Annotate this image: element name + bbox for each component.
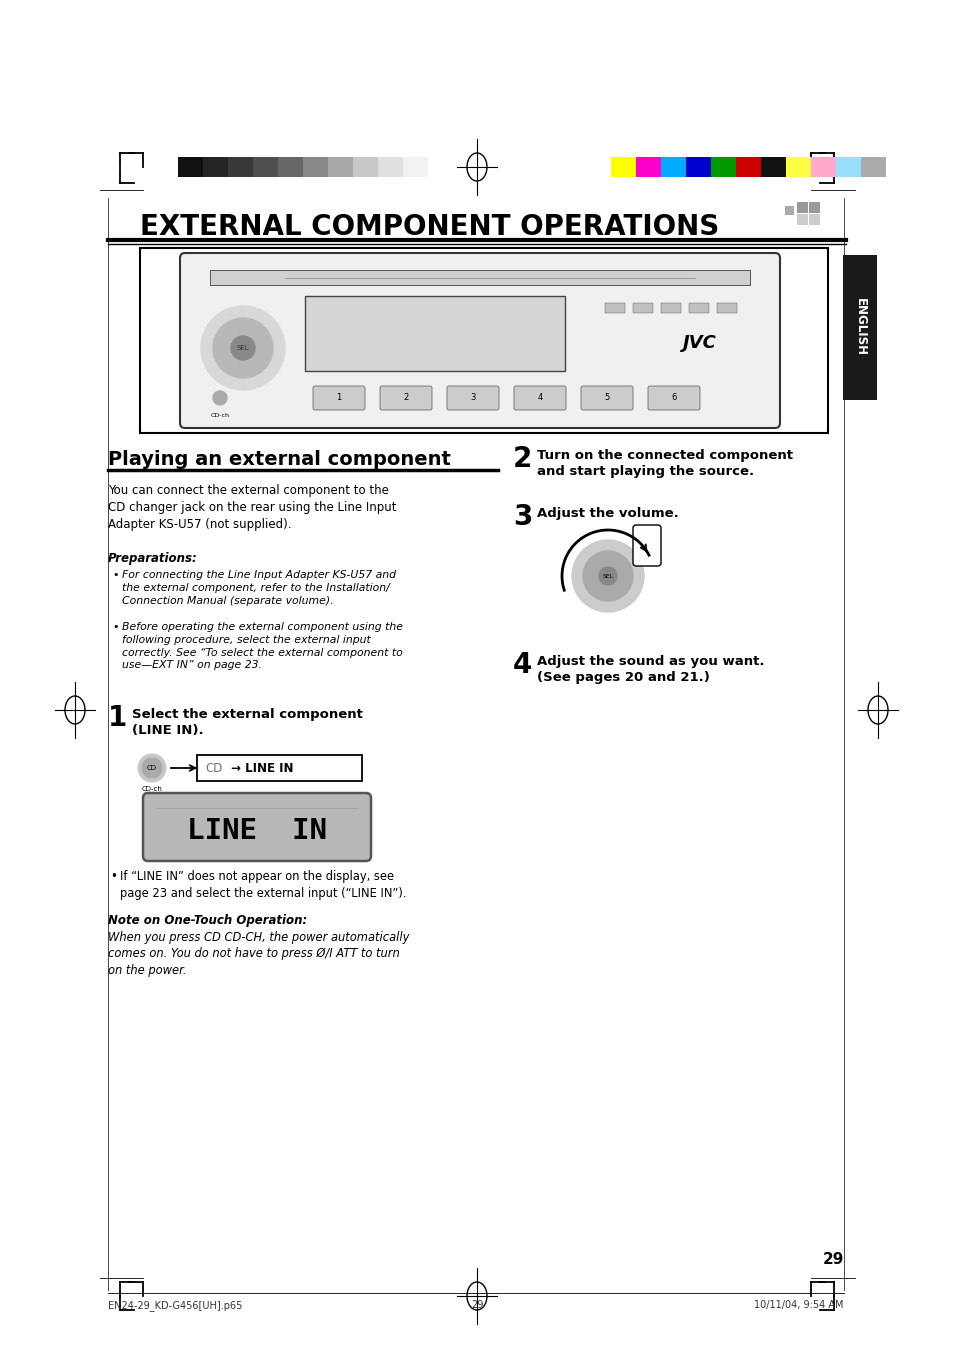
- Text: •: •: [112, 621, 118, 632]
- Text: 3: 3: [470, 393, 476, 403]
- Bar: [660, 303, 680, 313]
- Bar: [685, 157, 710, 177]
- FancyBboxPatch shape: [514, 386, 565, 409]
- Text: 10/11/04, 9:54 AM: 10/11/04, 9:54 AM: [754, 1300, 843, 1310]
- FancyBboxPatch shape: [143, 793, 371, 861]
- FancyBboxPatch shape: [580, 386, 633, 409]
- Bar: [796, 203, 807, 213]
- Text: EXTERNAL COMPONENT OPERATIONS: EXTERNAL COMPONENT OPERATIONS: [140, 213, 719, 240]
- Circle shape: [213, 317, 273, 378]
- Text: CD: CD: [147, 765, 157, 771]
- Text: Adjust the sound as you want.
(See pages 20 and 21.): Adjust the sound as you want. (See pages…: [537, 655, 763, 684]
- FancyBboxPatch shape: [647, 386, 700, 409]
- Bar: [353, 157, 377, 177]
- Bar: [735, 157, 760, 177]
- Text: 1: 1: [336, 393, 341, 403]
- Circle shape: [582, 551, 633, 601]
- Bar: [610, 157, 636, 177]
- Text: 6: 6: [671, 393, 676, 403]
- Bar: [808, 203, 820, 213]
- Text: 2: 2: [403, 393, 408, 403]
- Text: When you press CD CD-CH, the power automatically
comes on. You do not have to pr: When you press CD CD-CH, the power autom…: [108, 931, 409, 977]
- FancyBboxPatch shape: [379, 386, 432, 409]
- Circle shape: [138, 754, 166, 782]
- Bar: [377, 157, 402, 177]
- Text: CD-ch: CD-ch: [211, 413, 230, 417]
- Bar: [760, 157, 785, 177]
- Bar: [784, 205, 793, 215]
- Text: 4: 4: [537, 393, 542, 403]
- Circle shape: [201, 305, 285, 390]
- Text: 1: 1: [108, 704, 127, 732]
- Text: If “LINE IN” does not appear on the display, see
page 23 and select the external: If “LINE IN” does not appear on the disp…: [120, 870, 406, 900]
- Bar: [636, 157, 660, 177]
- Circle shape: [598, 567, 617, 585]
- Text: Before operating the external component using the
following procedure, select th: Before operating the external component …: [122, 621, 402, 670]
- Text: → LINE IN: → LINE IN: [227, 762, 294, 774]
- Bar: [210, 270, 749, 285]
- FancyBboxPatch shape: [180, 253, 780, 428]
- Text: CD-ch: CD-ch: [142, 786, 163, 792]
- Bar: [303, 157, 328, 177]
- Text: SEL: SEL: [601, 574, 613, 578]
- Text: LINE  IN: LINE IN: [187, 817, 327, 844]
- Bar: [835, 157, 861, 177]
- Bar: [688, 303, 708, 313]
- Text: 4: 4: [513, 651, 532, 680]
- Text: Adjust the volume.: Adjust the volume.: [537, 507, 678, 520]
- Bar: [842, 255, 876, 400]
- Text: •: •: [110, 870, 117, 884]
- Bar: [861, 157, 885, 177]
- Circle shape: [142, 758, 162, 778]
- Bar: [660, 157, 685, 177]
- Text: 2: 2: [513, 444, 532, 473]
- Bar: [808, 213, 820, 226]
- Bar: [710, 157, 735, 177]
- Circle shape: [213, 390, 227, 405]
- Bar: [178, 157, 203, 177]
- Text: ENGLISH: ENGLISH: [853, 299, 865, 357]
- Text: CD: CD: [205, 762, 222, 774]
- Bar: [717, 303, 737, 313]
- Text: 29: 29: [471, 1300, 482, 1310]
- Bar: [196, 755, 361, 781]
- Text: 3: 3: [513, 503, 532, 531]
- Bar: [203, 157, 228, 177]
- Text: For connecting the Line Input Adapter KS-U57 and
the external component, refer t: For connecting the Line Input Adapter KS…: [122, 570, 395, 605]
- Bar: [328, 157, 353, 177]
- Text: Preparations:: Preparations:: [108, 553, 197, 565]
- Text: 29: 29: [821, 1252, 843, 1267]
- Bar: [228, 157, 253, 177]
- FancyBboxPatch shape: [633, 526, 660, 566]
- Text: Select the external component
(LINE IN).: Select the external component (LINE IN).: [132, 708, 362, 738]
- Text: •: •: [112, 570, 118, 580]
- Bar: [253, 157, 277, 177]
- Bar: [140, 249, 827, 434]
- Text: SEL: SEL: [236, 345, 249, 351]
- Text: Playing an external component: Playing an external component: [108, 450, 451, 469]
- Circle shape: [572, 540, 643, 612]
- Bar: [810, 157, 835, 177]
- Text: 5: 5: [604, 393, 609, 403]
- Circle shape: [231, 336, 254, 359]
- Text: Turn on the connected component
and start playing the source.: Turn on the connected component and star…: [537, 449, 792, 478]
- Bar: [796, 213, 807, 226]
- Bar: [633, 303, 652, 313]
- Bar: [402, 157, 428, 177]
- Bar: [305, 296, 564, 372]
- FancyBboxPatch shape: [447, 386, 498, 409]
- Text: EN24-29_KD-G456[UH].p65: EN24-29_KD-G456[UH].p65: [108, 1300, 242, 1310]
- Text: Note on One-Touch Operation:: Note on One-Touch Operation:: [108, 915, 307, 927]
- Bar: [785, 157, 810, 177]
- Text: You can connect the external component to the
CD changer jack on the rear using : You can connect the external component t…: [108, 484, 396, 531]
- Bar: [604, 303, 624, 313]
- FancyBboxPatch shape: [313, 386, 365, 409]
- Bar: [277, 157, 303, 177]
- Text: JVC: JVC: [682, 334, 717, 353]
